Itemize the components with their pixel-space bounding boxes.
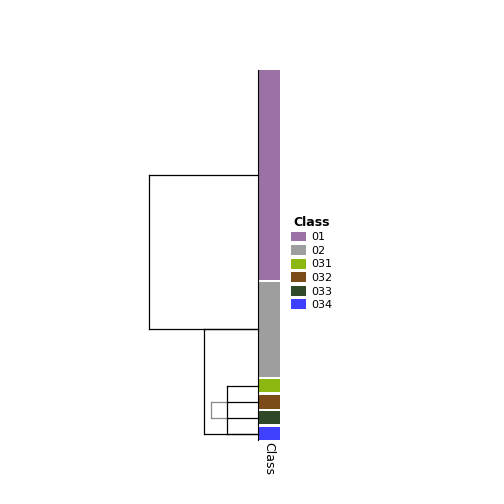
Bar xyxy=(258,395,280,409)
Bar xyxy=(258,411,280,424)
Bar xyxy=(258,70,280,280)
Bar xyxy=(258,380,280,392)
Text: Class: Class xyxy=(263,442,276,475)
Legend: 01, 02, 031, 032, 033, 034: 01, 02, 031, 032, 033, 034 xyxy=(289,214,335,312)
Bar xyxy=(258,427,280,440)
Bar xyxy=(258,282,280,377)
